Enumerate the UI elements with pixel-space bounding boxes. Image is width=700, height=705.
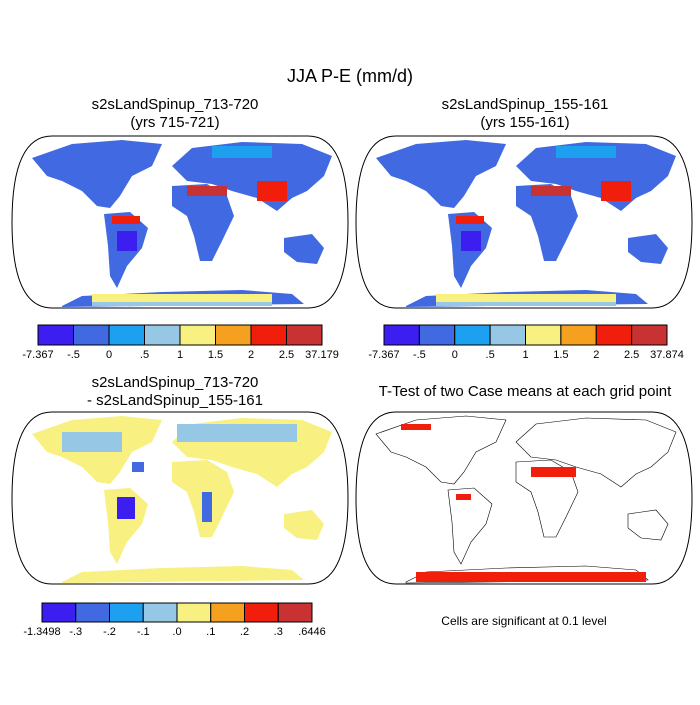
colorbar-swatch: [250, 324, 287, 346]
colorbar-label: 1.5: [208, 349, 223, 361]
colorbar-label: .5: [140, 349, 149, 361]
colorbar-swatch: [383, 324, 420, 346]
colorbar-swatch: [144, 324, 181, 346]
colorbar-swatch: [631, 324, 668, 346]
colorbar-swatch: [41, 602, 77, 623]
colorbar-label: .1: [206, 626, 215, 638]
colorbar-swatch: [179, 324, 216, 346]
colorbar-swatch: [142, 602, 178, 623]
colorbar-swatch: [210, 602, 245, 623]
map: [355, 135, 693, 309]
panel-subtitle: (yrs 715-721): [130, 114, 219, 131]
colorbar-label: 37.874: [650, 349, 684, 361]
colorbar-label: -.1: [137, 626, 150, 638]
colorbar-label: -7.367: [22, 349, 53, 361]
panel-title: s2sLandSpinup_713-720: [92, 96, 259, 113]
colorbar-swatch: [75, 602, 110, 623]
colorbar-label: 0: [452, 349, 458, 361]
colorbar-label: 1.5: [553, 349, 568, 361]
colorbar-swatch: [286, 324, 323, 346]
colorbar-swatch: [525, 324, 562, 346]
colorbar-label: -.2: [103, 626, 116, 638]
colorbar-label: -.5: [413, 349, 426, 361]
colorbar-swatch: [560, 324, 597, 346]
colorbar-label: -7.367: [368, 349, 399, 361]
colorbar-label: 37.179: [305, 349, 339, 361]
colorbar-label: 2: [593, 349, 599, 361]
colorbar-label: .5: [486, 349, 495, 361]
colorbar-label: .0: [172, 626, 181, 638]
panel-title: s2sLandSpinup_155-161: [442, 96, 609, 113]
colorbar-label: .6446: [298, 626, 326, 638]
colorbar-swatch: [108, 324, 145, 346]
map: [355, 411, 693, 585]
colorbar-swatch: [37, 324, 74, 346]
footnote: Cells are significant at 0.1 level: [441, 614, 606, 628]
colorbar-swatch: [73, 324, 110, 346]
colorbar-label: 1: [177, 349, 183, 361]
figure-title: JJA P-E (mm/d): [287, 66, 413, 86]
colorbar-swatch: [418, 324, 456, 346]
colorbar-label: 2.5: [624, 349, 639, 361]
colorbar-swatch: [277, 602, 313, 623]
colorbar-swatch: [244, 602, 279, 623]
panel-title: s2sLandSpinup_713-720: [92, 374, 259, 391]
colorbar-swatch: [454, 324, 491, 346]
colorbar-swatch: [215, 324, 252, 346]
colorbar-label: -.3: [69, 626, 82, 638]
panel-subtitle: - s2sLandSpinup_155-161: [87, 392, 263, 409]
map: [11, 411, 349, 585]
map: [11, 135, 349, 309]
colorbar-swatch: [489, 324, 526, 346]
colorbar-label: 2.5: [279, 349, 294, 361]
colorbar-swatch: [595, 324, 633, 346]
panel-subtitle: (yrs 155-161): [480, 114, 569, 131]
colorbar-label: 0: [106, 349, 112, 361]
colorbar-label: 1: [522, 349, 528, 361]
colorbar-swatch: [176, 602, 212, 623]
colorbar-label: 2: [248, 349, 254, 361]
colorbar-swatch: [109, 602, 144, 623]
colorbar-label: .3: [274, 626, 283, 638]
colorbar-label: -1.3498: [23, 626, 60, 638]
panel-title: T-Test of two Case means at each grid po…: [379, 383, 672, 400]
colorbar-label: .2: [240, 626, 249, 638]
colorbar-label: -.5: [67, 349, 80, 361]
